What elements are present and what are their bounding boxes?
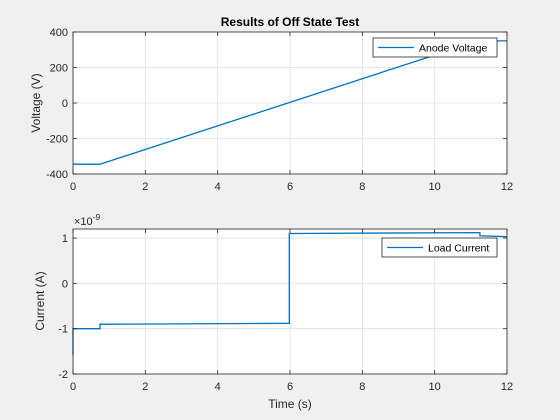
current-y-ticks: -2 -1 0 1	[58, 233, 507, 381]
voltage-x-tick-label: 8	[359, 181, 365, 193]
voltage-y-tick-label: 0	[62, 98, 68, 110]
voltage-y-ticks: -400 -200 0 200 400	[46, 27, 507, 181]
voltage-x-ticks: 0 2 4 6 8 10 12	[70, 32, 513, 193]
current-axes: 0 2 4 6 8 10 12 -2 -1 0 1 ×10-9 Time (s) Current …	[33, 212, 513, 411]
voltage-x-tick-label: 0	[70, 181, 76, 193]
voltage-y-tick-label: 200	[50, 63, 68, 75]
voltage-legend: Anode Voltage	[372, 37, 498, 58]
current-y-tick-label: 0	[62, 278, 68, 290]
current-x-label: Time (s)	[268, 397, 312, 411]
current-x-tick-label: 0	[70, 381, 76, 393]
voltage-x-tick-label: 6	[287, 181, 293, 193]
current-x-tick-label: 2	[142, 381, 148, 393]
voltage-y-tick-label: 400	[50, 27, 68, 39]
voltage-legend-label: Anode Voltage	[419, 43, 487, 55]
current-y-label: Current (A)	[33, 271, 47, 330]
current-y-tick-label: -1	[58, 324, 68, 336]
current-legend: Load Current	[381, 237, 498, 258]
current-legend-label: Load Current	[428, 243, 489, 255]
chart-title: Results of Off State Test	[221, 15, 359, 29]
voltage-x-tick-label: 10	[429, 181, 441, 193]
current-exponent-label: ×10-9	[74, 212, 101, 228]
voltage-y-label: Voltage (V)	[29, 73, 43, 132]
current-x-tick-label: 8	[359, 381, 365, 393]
current-x-tick-label: 4	[215, 381, 221, 393]
voltage-x-tick-label: 12	[501, 181, 513, 193]
current-y-tick-label: -2	[58, 369, 68, 381]
voltage-x-tick-label: 4	[215, 181, 221, 193]
current-x-ticks: 0 2 4 6 8 10 12	[70, 229, 513, 393]
voltage-y-tick-label: -400	[46, 169, 68, 181]
voltage-legend-box	[372, 37, 498, 58]
current-x-tick-label: 10	[429, 381, 441, 393]
voltage-x-tick-label: 2	[142, 181, 148, 193]
current-legend-box	[381, 237, 498, 258]
voltage-y-tick-label: -200	[46, 134, 68, 146]
voltage-axes: 0 2 4 6 8 10 12 -400 -200 0 200 400 Results of Off…	[29, 15, 513, 193]
current-y-tick-label: 1	[62, 233, 68, 245]
current-x-tick-label: 6	[287, 381, 293, 393]
current-x-tick-label: 12	[501, 381, 513, 393]
